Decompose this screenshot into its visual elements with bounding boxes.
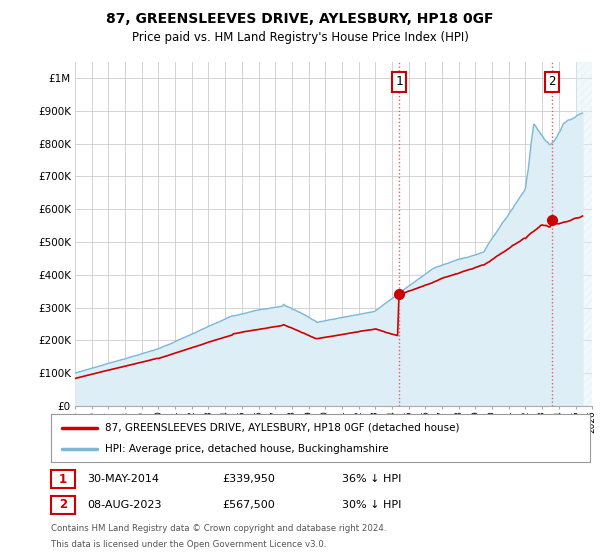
Text: 36% ↓ HPI: 36% ↓ HPI xyxy=(342,474,401,484)
Text: 87, GREENSLEEVES DRIVE, AYLESBURY, HP18 0GF: 87, GREENSLEEVES DRIVE, AYLESBURY, HP18 … xyxy=(106,12,494,26)
Text: Price paid vs. HM Land Registry's House Price Index (HPI): Price paid vs. HM Land Registry's House … xyxy=(131,31,469,44)
Text: 2: 2 xyxy=(548,76,556,88)
Text: 30% ↓ HPI: 30% ↓ HPI xyxy=(342,500,401,510)
Text: Contains HM Land Registry data © Crown copyright and database right 2024.: Contains HM Land Registry data © Crown c… xyxy=(51,524,386,533)
Text: 08-AUG-2023: 08-AUG-2023 xyxy=(87,500,161,510)
Text: £567,500: £567,500 xyxy=(222,500,275,510)
Bar xyxy=(575,62,592,406)
Text: £339,950: £339,950 xyxy=(222,474,275,484)
Text: This data is licensed under the Open Government Licence v3.0.: This data is licensed under the Open Gov… xyxy=(51,540,326,549)
Text: HPI: Average price, detached house, Buckinghamshire: HPI: Average price, detached house, Buck… xyxy=(105,444,388,454)
Text: 1: 1 xyxy=(59,473,67,486)
Bar xyxy=(575,62,592,406)
Text: 87, GREENSLEEVES DRIVE, AYLESBURY, HP18 0GF (detached house): 87, GREENSLEEVES DRIVE, AYLESBURY, HP18 … xyxy=(105,423,460,433)
Text: 30-MAY-2014: 30-MAY-2014 xyxy=(87,474,159,484)
Text: 1: 1 xyxy=(395,76,403,88)
Text: 2: 2 xyxy=(59,498,67,511)
